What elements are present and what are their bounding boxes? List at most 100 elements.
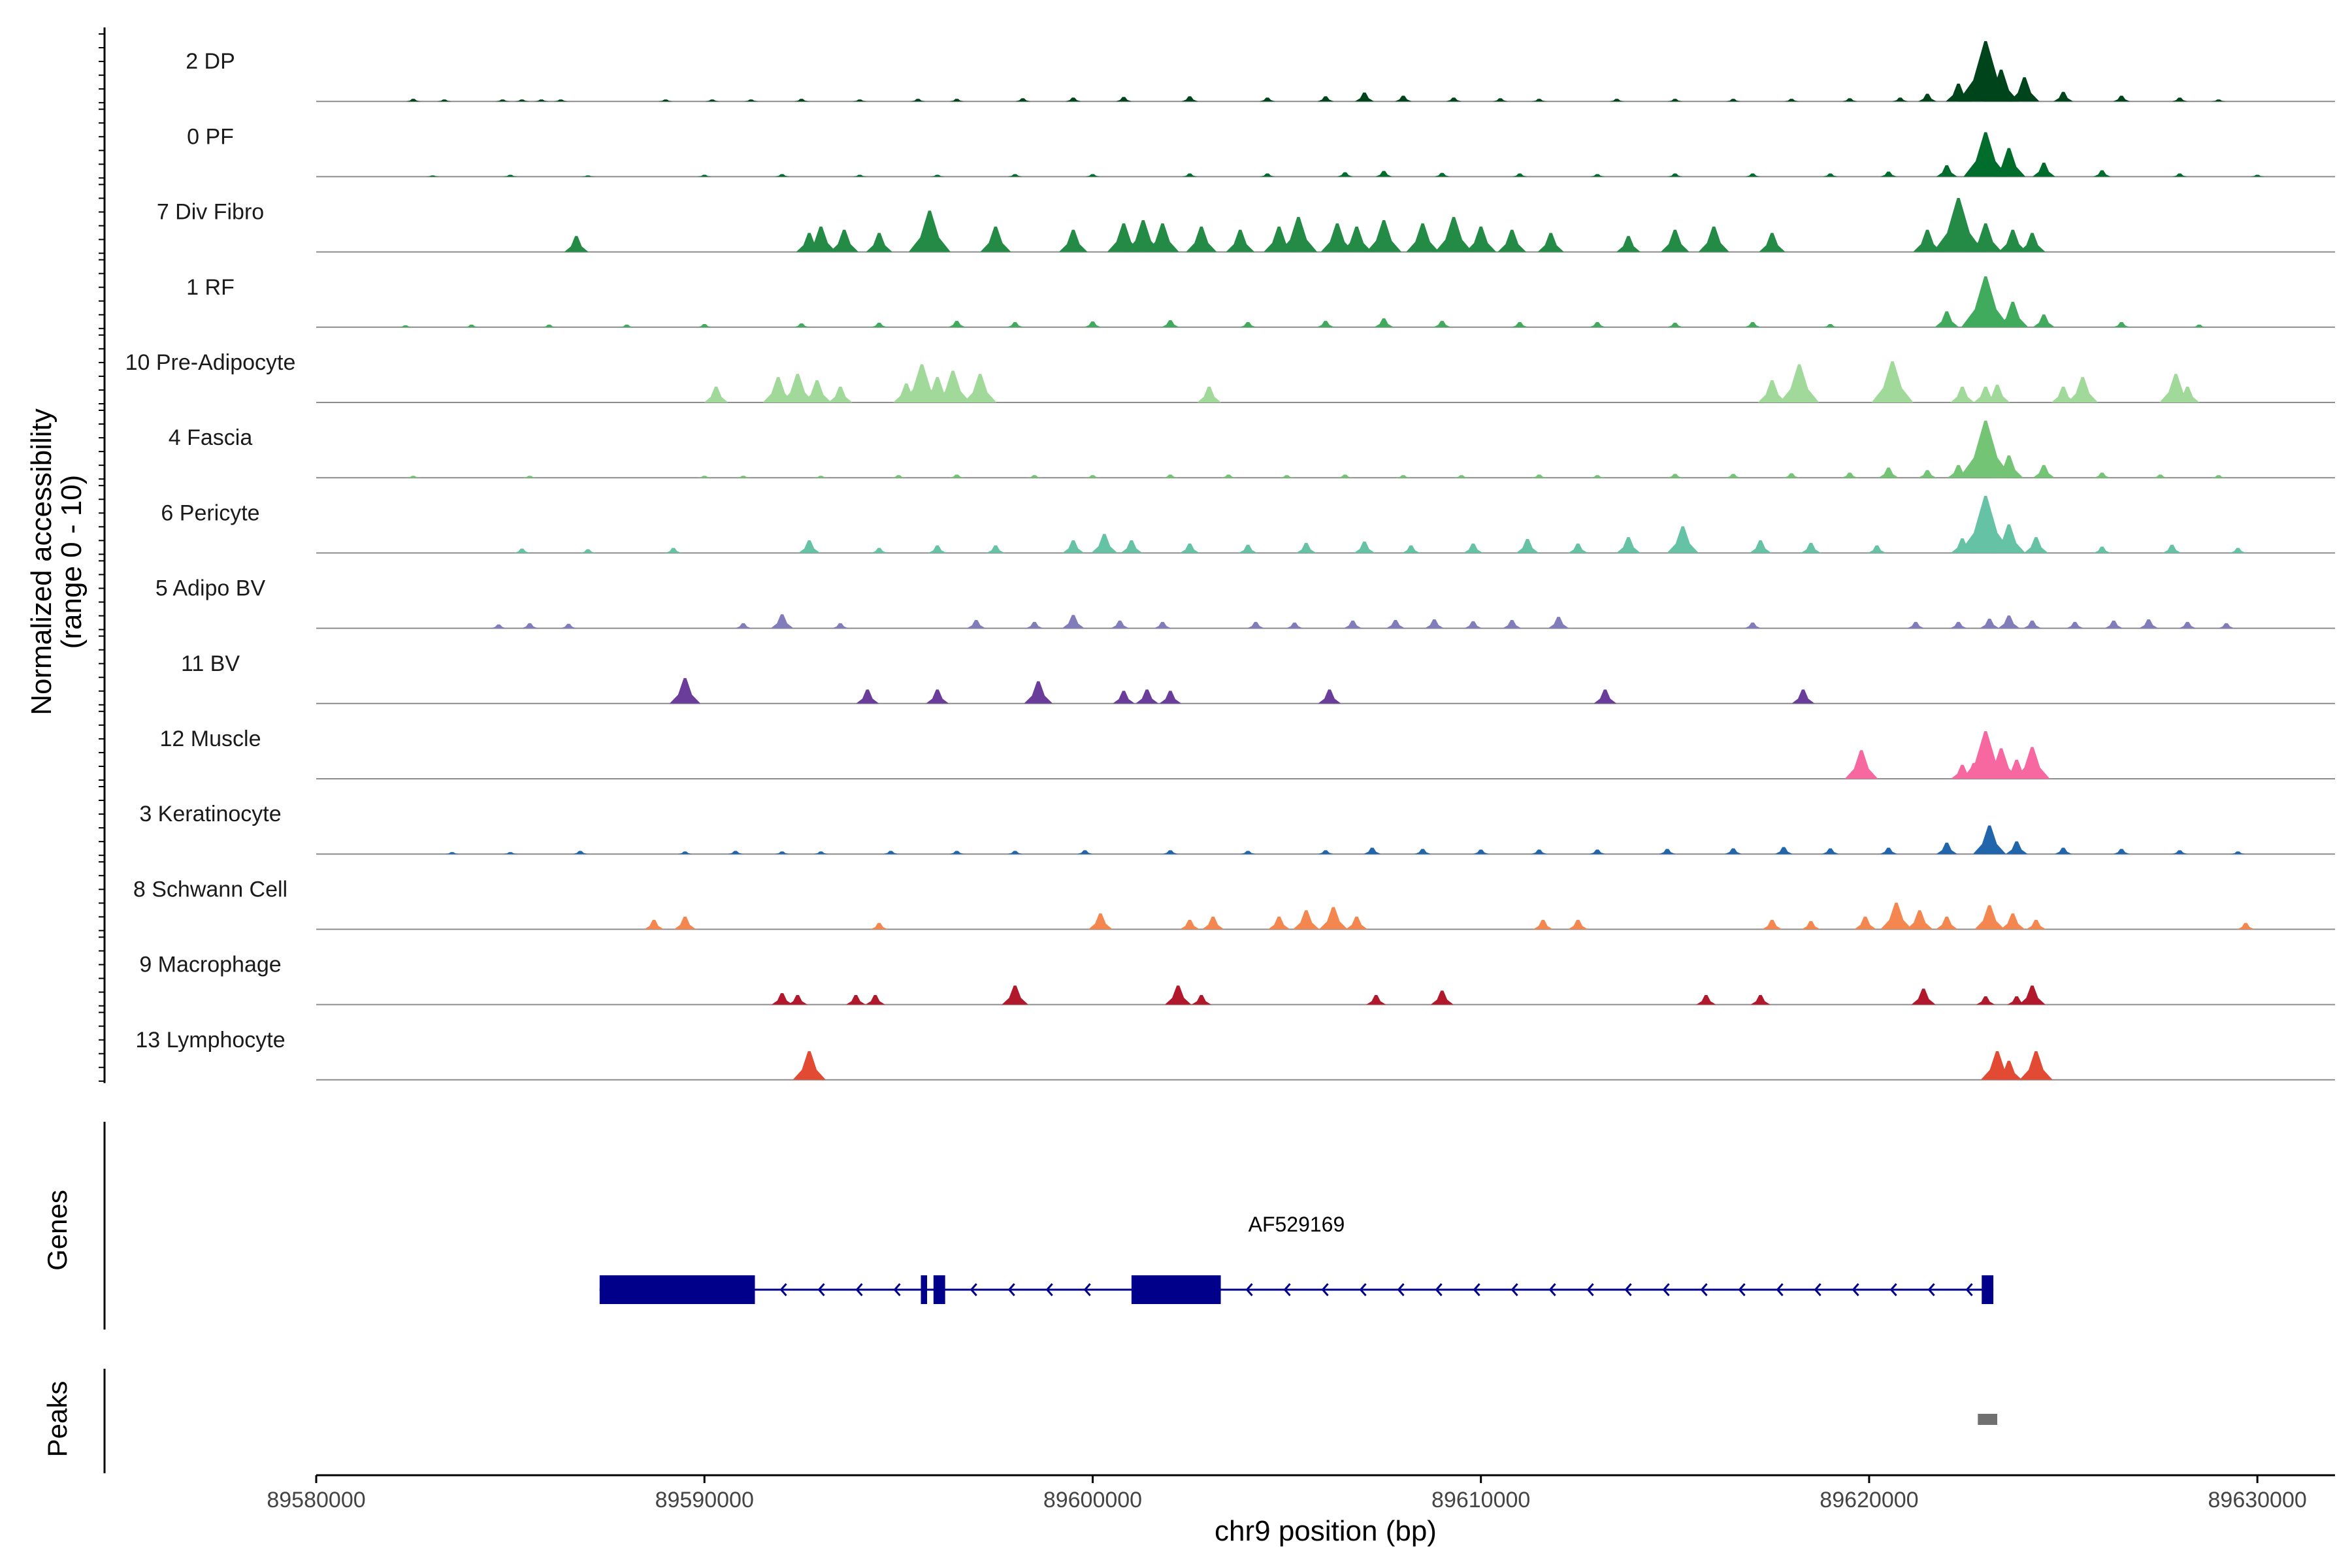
coverage-peak [580, 549, 596, 553]
coverage-peak [503, 852, 518, 855]
coverage-peak [560, 623, 577, 629]
gene-strand-arrow [1889, 1283, 1897, 1296]
gene-exon [1131, 1275, 1221, 1304]
coverage-peak [1366, 220, 1402, 252]
coverage-peak [1197, 386, 1222, 402]
coverage-peak [1394, 95, 1412, 102]
gene-strand-arrow [1624, 1283, 1632, 1296]
coverage-peak [2211, 99, 2226, 102]
coverage-peak [1878, 467, 1899, 478]
coverage-peak [852, 174, 867, 177]
x-tick-label: 89630000 [2208, 1488, 2307, 1512]
coverage-peak [1084, 321, 1102, 327]
track-label: 13 Lymphocyte [135, 1028, 285, 1053]
coverage-peak [1424, 619, 1445, 629]
gene-model [599, 1275, 1994, 1304]
gene-strand-arrow [1321, 1283, 1329, 1296]
coverage-peak [1841, 472, 1858, 478]
coverage-peak [1757, 380, 1787, 402]
gene-strand-arrow [855, 1283, 863, 1296]
coverage-peak [1146, 223, 1179, 252]
coverage-peak [1341, 226, 1373, 252]
coverage-peak [1226, 229, 1255, 252]
coverage-peak [2139, 619, 2159, 629]
gene-strand-arrow [779, 1283, 787, 1296]
coverage-peak [522, 476, 537, 478]
coverage-peak [1906, 910, 1933, 930]
coverage-peak [2066, 621, 2084, 629]
coverage-peak [1936, 842, 1957, 855]
coverage-peak [794, 99, 809, 102]
gene-name-label: AF529169 [1249, 1213, 1345, 1236]
coverage-peak [1589, 849, 1606, 855]
coverage-peak [619, 324, 634, 327]
coverage-peak [1980, 619, 2000, 629]
coverage-peak [1446, 97, 1462, 102]
gene-strand-arrow [970, 1283, 977, 1296]
gene-exon [1982, 1275, 1994, 1304]
coverage-peak [1512, 173, 1527, 177]
coverage-peak [491, 624, 507, 629]
coverage-peak [1435, 217, 1473, 252]
coverage-peak [802, 380, 832, 402]
gene-exon [599, 1275, 755, 1304]
coverage-peak [1950, 621, 1967, 629]
track-6: 6 Pericyte [161, 495, 2335, 554]
gene-strand-arrow [1007, 1283, 1015, 1296]
coverage-peak [2113, 95, 2131, 102]
coverage-peak [1320, 223, 1354, 252]
coverage-peak [832, 623, 849, 629]
track-2: 7 Div Fibro [157, 197, 2335, 253]
coverage-peak [2191, 324, 2207, 327]
coverage-peak [870, 923, 889, 930]
coverage-peak [1854, 916, 1876, 930]
track-label: 9 Macrophage [139, 953, 281, 977]
coverage-peak [1784, 99, 1799, 102]
coverage-peak [2172, 850, 2188, 855]
coverage-peak [1182, 173, 1198, 177]
coverage-peak [1186, 226, 1217, 252]
coverage-peak [1434, 172, 1450, 177]
coverage-peak [1935, 916, 1958, 930]
coverage-peak [1386, 619, 1405, 629]
track-9: 12 Muscle [160, 727, 2335, 779]
coverage-peak [728, 851, 743, 855]
coverage-peak [2093, 472, 2111, 478]
coverage-peak [1433, 321, 1451, 327]
track-label: 1 RF [186, 275, 235, 300]
gene-strand-arrow [1965, 1283, 1973, 1296]
coverage-peak [1085, 475, 1100, 478]
coverage-peak [1935, 311, 1959, 327]
coverage-peak [678, 851, 693, 855]
coverage-peak [1844, 750, 1878, 779]
coverage-peak [669, 678, 701, 704]
coverage-peak [697, 174, 712, 177]
coverage-peak [1062, 615, 1085, 629]
coverage-peak [1002, 985, 1028, 1005]
coverage-peak [1247, 621, 1265, 629]
coverage-peak [1240, 851, 1256, 855]
coverage-peak [1725, 474, 1741, 478]
y-axis-label-line2: (range 0 - 10) [56, 475, 88, 649]
coverage-peak [2001, 913, 2025, 930]
coverage-peak [1058, 229, 1088, 252]
track-0: 2 DP [186, 41, 2335, 103]
coverage-peak [1366, 995, 1386, 1005]
coverage-peak [1135, 689, 1159, 704]
gene-exon [933, 1275, 945, 1304]
coverage-peak [1998, 615, 2020, 629]
coverage-peak [1279, 217, 1318, 252]
coverage-peak [1995, 1060, 2023, 1080]
coverage-peak [1822, 323, 1838, 327]
coverage-peak [696, 323, 712, 327]
coverage-peak [828, 386, 853, 402]
coverage-peak [2019, 1051, 2053, 1080]
coverage-peak [805, 226, 837, 252]
coverage-peak [1992, 148, 2026, 177]
coverage-peak [1179, 919, 1200, 930]
coverage-peak [1337, 172, 1354, 177]
coverage-peak [930, 174, 945, 177]
coverage-peak [1918, 93, 1937, 102]
coverage-peak [2250, 174, 2265, 177]
coverage-peak [2005, 841, 2028, 855]
